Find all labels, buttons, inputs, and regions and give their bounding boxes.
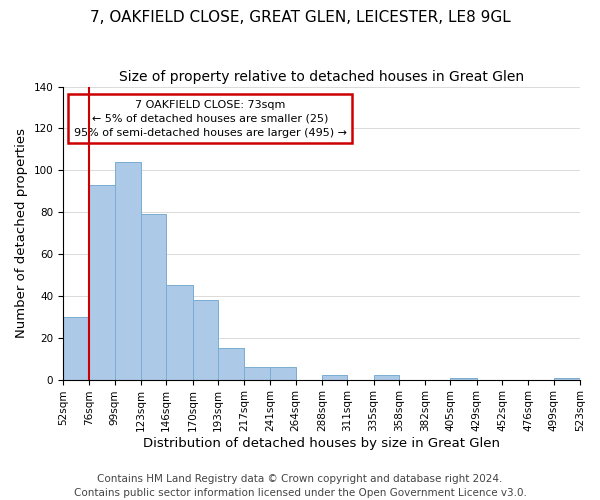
Bar [63,317,89,380]
Bar [374,376,399,380]
X-axis label: Distribution of detached houses by size in Great Glen: Distribution of detached houses by size … [143,437,500,450]
Bar [244,367,271,380]
Bar [141,214,166,380]
Bar [115,162,141,380]
Y-axis label: Number of detached properties: Number of detached properties [15,128,28,338]
Text: 7, OAKFIELD CLOSE, GREAT GLEN, LEICESTER, LE8 9GL: 7, OAKFIELD CLOSE, GREAT GLEN, LEICESTER… [89,10,511,25]
Bar [271,367,296,380]
Text: 7 OAKFIELD CLOSE: 73sqm
← 5% of detached houses are smaller (25)
95% of semi-det: 7 OAKFIELD CLOSE: 73sqm ← 5% of detached… [74,100,347,138]
Bar [166,286,193,380]
Bar [193,300,218,380]
Bar [322,376,347,380]
Bar [451,378,477,380]
Bar [554,378,580,380]
Text: Contains HM Land Registry data © Crown copyright and database right 2024.
Contai: Contains HM Land Registry data © Crown c… [74,474,526,498]
Title: Size of property relative to detached houses in Great Glen: Size of property relative to detached ho… [119,70,524,84]
Bar [218,348,244,380]
Bar [89,185,115,380]
